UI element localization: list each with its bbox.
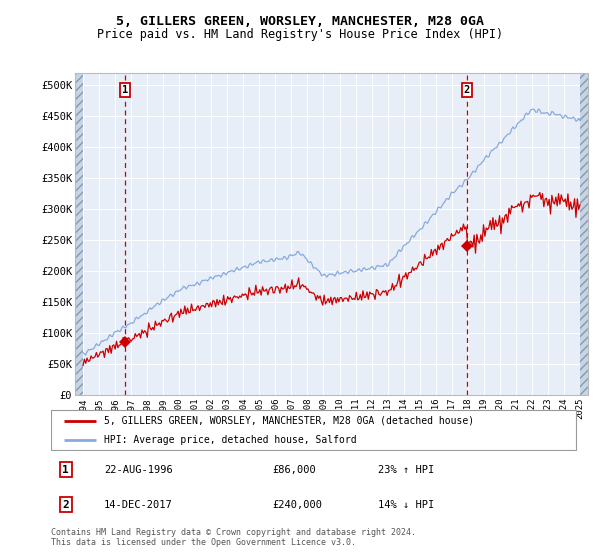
Text: Price paid vs. HM Land Registry's House Price Index (HPI): Price paid vs. HM Land Registry's House … <box>97 28 503 41</box>
Text: 5, GILLERS GREEN, WORSLEY, MANCHESTER, M28 0GA: 5, GILLERS GREEN, WORSLEY, MANCHESTER, M… <box>116 15 484 28</box>
Text: £86,000: £86,000 <box>273 465 317 475</box>
Bar <box>580 73 588 395</box>
Text: 14-DEC-2017: 14-DEC-2017 <box>104 500 173 510</box>
Bar <box>75 73 83 395</box>
Text: 23% ↑ HPI: 23% ↑ HPI <box>379 465 434 475</box>
Text: HPI: Average price, detached house, Salford: HPI: Average price, detached house, Salf… <box>104 435 356 445</box>
Text: 22-AUG-1996: 22-AUG-1996 <box>104 465 173 475</box>
Text: 1: 1 <box>62 465 69 475</box>
Text: 14% ↓ HPI: 14% ↓ HPI <box>379 500 434 510</box>
Text: 2: 2 <box>62 500 69 510</box>
Text: 2: 2 <box>464 85 470 95</box>
Text: 1: 1 <box>122 85 128 95</box>
Text: £240,000: £240,000 <box>273 500 323 510</box>
Text: 5, GILLERS GREEN, WORSLEY, MANCHESTER, M28 0GA (detached house): 5, GILLERS GREEN, WORSLEY, MANCHESTER, M… <box>104 416 474 426</box>
Text: Contains HM Land Registry data © Crown copyright and database right 2024.
This d: Contains HM Land Registry data © Crown c… <box>51 528 416 547</box>
FancyBboxPatch shape <box>51 410 577 450</box>
